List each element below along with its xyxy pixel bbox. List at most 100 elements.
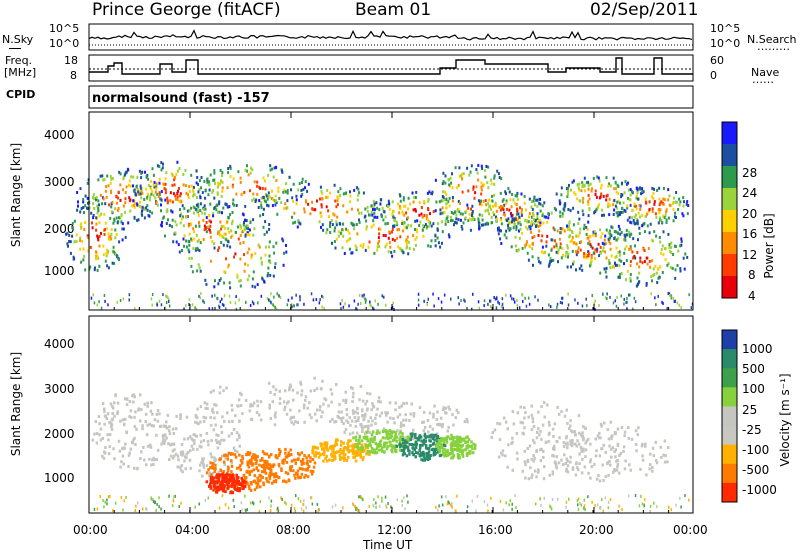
- power-cell: [118, 170, 121, 174]
- velocity-cell: [509, 499, 511, 503]
- velocity-cell: [127, 465, 130, 468]
- velocity-cell: [145, 463, 148, 467]
- velocity-cell: [246, 453, 249, 457]
- velocity-cell: [261, 458, 264, 462]
- velocity-cell: [123, 499, 125, 503]
- power-cell: [165, 171, 168, 175]
- power-cell: [415, 235, 418, 239]
- velocity-cell: [269, 416, 273, 420]
- velocity-cell: [508, 503, 510, 507]
- power-cell: [537, 224, 540, 228]
- velocity-cell: [392, 430, 396, 434]
- velocity-cell: [209, 390, 213, 394]
- velocity-cell: [554, 464, 558, 468]
- power-cell: [137, 192, 140, 196]
- power-cell: [495, 306, 498, 310]
- power-cell: [218, 200, 221, 204]
- velocity-cell: [323, 448, 326, 452]
- velocity-cell: [324, 457, 327, 460]
- date-title: 02/Sep/2011: [590, 0, 699, 20]
- power-cell: [197, 263, 200, 267]
- velocity-cell: [362, 450, 365, 454]
- power-cell: [95, 250, 97, 254]
- power-cell: [376, 248, 379, 252]
- velocity-cell: [166, 413, 170, 417]
- power-cell: [528, 302, 531, 306]
- power-cell: [587, 236, 590, 240]
- power-cell: [675, 191, 678, 194]
- velocity-cell: [319, 442, 322, 446]
- power-cell: [319, 211, 322, 215]
- velocity-cell: [267, 467, 270, 470]
- velocity-cell: [451, 502, 453, 505]
- velocity-cell: [369, 444, 373, 448]
- velocity-cell: [259, 400, 263, 404]
- velocity-cell: [300, 389, 304, 393]
- power-cell: [556, 229, 559, 233]
- power-cell: [104, 221, 107, 225]
- velocity-cell: [146, 444, 150, 448]
- power-cell: [461, 190, 464, 194]
- velocity-cell: [125, 431, 128, 435]
- velocity-cell: [515, 506, 517, 510]
- power-cell: [459, 212, 462, 216]
- power-cell: [587, 202, 590, 206]
- velocity-cell: [427, 430, 430, 434]
- power-cell: [396, 236, 399, 240]
- power-cell: [304, 186, 306, 190]
- power-cell: [92, 193, 95, 197]
- velocity-cell: [523, 460, 527, 464]
- power-cell: [362, 243, 365, 246]
- velocity-cell: [358, 442, 361, 445]
- velocity-cell: [501, 449, 505, 453]
- velocity-cell: [137, 407, 140, 411]
- power-cell: [614, 256, 617, 259]
- velocity-cell: [345, 413, 349, 417]
- power-cell: [266, 203, 269, 207]
- power-cell: [335, 205, 338, 209]
- power-cell: [615, 190, 618, 194]
- velocity-cell: [528, 444, 532, 448]
- velocity-cell: [113, 414, 116, 418]
- power-cell: [140, 205, 143, 209]
- power-cell: [407, 223, 410, 227]
- power-cell: [83, 211, 85, 215]
- power-cell: [68, 233, 71, 237]
- power-cell: [213, 171, 216, 175]
- velocity-cell: [98, 422, 101, 426]
- velocity-cell: [421, 420, 424, 424]
- power-cell: [276, 212, 279, 216]
- power-cell: [147, 177, 150, 181]
- power-cell: [527, 258, 530, 262]
- power-cell: [356, 198, 359, 202]
- velocity-cell: [414, 440, 418, 444]
- power-cell: [553, 228, 556, 232]
- power-cell: [630, 221, 633, 225]
- power-cell: [164, 177, 167, 181]
- power-cell: [453, 223, 455, 227]
- power-cell: [457, 296, 459, 300]
- power-cell: [370, 225, 373, 229]
- power-cell: [331, 212, 334, 216]
- power-cell: [609, 295, 611, 299]
- power-cell: [616, 200, 619, 204]
- power-cell: [471, 210, 474, 213]
- power-cell: [133, 202, 136, 205]
- power-cell: [84, 204, 87, 208]
- power-cell: [218, 210, 221, 214]
- power-cell: [290, 188, 292, 192]
- power-cell: [270, 292, 272, 296]
- power-cell: [498, 205, 501, 209]
- power-cell: [574, 298, 576, 302]
- power-cell: [530, 231, 533, 234]
- velocity-cell: [441, 423, 444, 426]
- power-cell: [569, 209, 572, 213]
- power-cell: [561, 296, 563, 300]
- power-cell: [86, 207, 89, 210]
- power-cell: [471, 212, 474, 216]
- velocity-cell: [387, 502, 389, 505]
- velocity-cell: [378, 448, 381, 452]
- velocity-cell: [550, 507, 553, 511]
- power-cell: [188, 243, 191, 247]
- power-cell: [521, 246, 524, 250]
